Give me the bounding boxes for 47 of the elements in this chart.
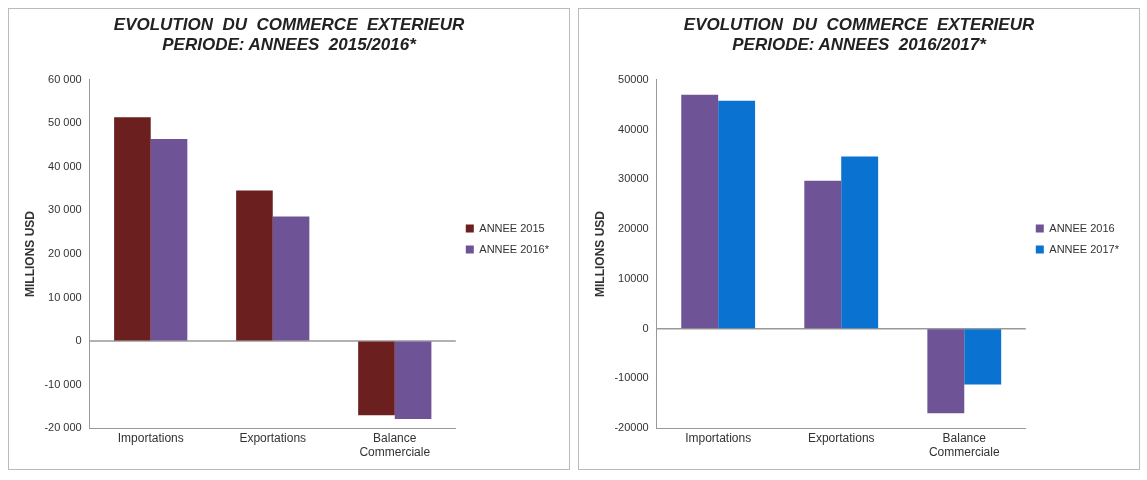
y-tick-label: -20 000 — [44, 421, 82, 434]
y-tick-label: 10 000 — [48, 290, 82, 303]
x-tick-label: Importations — [685, 430, 752, 445]
legend-label: ANNEE 2017* — [1049, 242, 1120, 255]
y-tick-label: 10000 — [618, 271, 649, 284]
text: EVOLUTION DU COMMERCE EXTERIEUR — [113, 14, 465, 34]
category-label: Balance — [373, 430, 417, 445]
legend-label: ANNEE 2016* — [479, 242, 550, 255]
category-label: Commerciale — [928, 445, 1000, 460]
bar — [964, 329, 1002, 385]
bar — [841, 156, 879, 329]
y-tick-label: 40000 — [618, 122, 649, 135]
y-axis-title: MILLIONS USD — [22, 210, 37, 297]
x-tick-label: Exportations — [807, 430, 875, 445]
bar — [718, 100, 756, 329]
x-tick-label: Importations — [117, 430, 184, 445]
text: PERIODE: ANNEES 2015/2016* — [162, 35, 416, 55]
bar — [114, 117, 151, 341]
category-label: Commerciale — [359, 445, 431, 460]
y-tick-label: -10 000 — [44, 377, 82, 390]
y-tick-label: 50 000 — [48, 116, 82, 129]
text: PERIODE: ANNEES 2016/2017* — [732, 35, 986, 55]
bar — [358, 341, 395, 416]
y-tick-label: 0 — [75, 334, 82, 347]
bar — [150, 139, 188, 341]
y-tick-label: 40 000 — [48, 159, 82, 172]
y-tick-label: 60 000 — [48, 72, 82, 85]
text: EVOLUTION DU COMMERCE EXTERIEUR — [683, 14, 1035, 34]
bar — [681, 94, 719, 329]
bar — [804, 180, 842, 329]
bar — [927, 329, 965, 414]
y-axis-title: MILLIONS USD — [592, 210, 607, 297]
bar — [394, 341, 432, 420]
y-tick-label: 20000 — [618, 222, 649, 235]
y-tick-label: -10000 — [614, 371, 649, 384]
bar — [272, 216, 310, 341]
y-tick-label: 20 000 — [48, 247, 82, 260]
x-tick-label: Exportations — [239, 430, 307, 445]
bar — [236, 190, 273, 341]
legend-label: ANNEE 2015 — [479, 221, 545, 234]
y-tick-label: 50000 — [618, 72, 649, 85]
y-tick-label: 30 000 — [48, 203, 82, 216]
y-tick-label: 30000 — [618, 172, 649, 185]
y-tick-label: -20000 — [614, 421, 649, 434]
category-label: Balance — [942, 430, 986, 445]
y-tick-label: 0 — [642, 321, 649, 334]
legend-label: ANNEE 2016 — [1049, 221, 1115, 234]
